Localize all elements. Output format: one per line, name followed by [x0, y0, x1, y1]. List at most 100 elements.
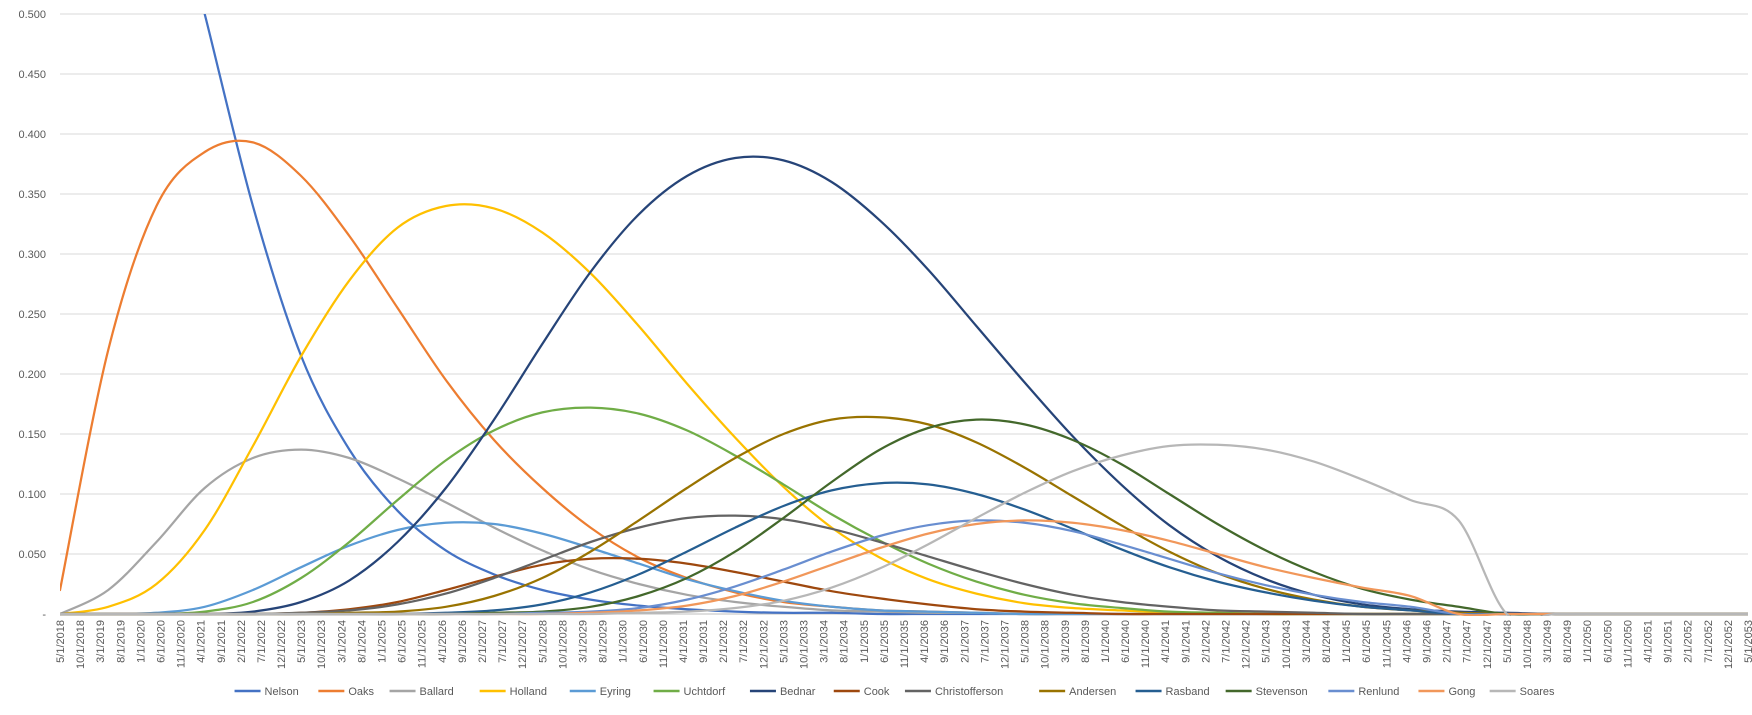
legend: Nelson Oaks Ballard Holland Eyring Uchtdorf Be…	[234, 686, 1555, 698]
x-tick-label: 11/1/2040	[1140, 620, 1152, 668]
x-tick-label: 1/1/2035	[859, 620, 871, 663]
legend-label: Gong	[1448, 686, 1475, 698]
x-tick-label: 3/1/2034	[819, 620, 831, 663]
x-tick-label: 4/1/2036	[919, 620, 931, 663]
x-tick-label: 5/1/2053	[1743, 620, 1752, 663]
x-tick-label: 6/1/2040	[1120, 620, 1132, 663]
legend-item-uchtdorf: Uchtdorf	[653, 686, 726, 698]
x-tick-label: 12/1/2052	[1723, 620, 1735, 669]
series-line-uchtdorf	[60, 406, 1748, 616]
legend-label: Christofferson	[935, 686, 1003, 698]
x-tick-label: 4/1/2031	[678, 620, 690, 663]
legend-item-holland: Holland	[479, 686, 547, 698]
y-axis-ticks: - 0.050 0.100 0.150 0.200 0.250 0.300 0.350 0.40…	[18, 9, 46, 621]
y-tick-label: 0.350	[18, 189, 46, 201]
x-tick-label: 12/1/2027	[517, 620, 529, 669]
legend-item-cook: Cook	[833, 686, 890, 698]
y-tick-label: 0.500	[18, 9, 46, 21]
x-tick-label: 10/1/2028	[557, 620, 569, 669]
legend-label: Holland	[510, 686, 547, 698]
legend-item-oaks: Oaks	[318, 686, 375, 698]
y-tick-label: 0.100	[18, 489, 46, 501]
legend-label: Rasband	[1166, 686, 1210, 698]
series-line-bednar	[60, 155, 1748, 616]
legend-item-stevenson: Stevenson	[1225, 686, 1308, 698]
legend-item-soares: Soares	[1489, 686, 1555, 698]
x-tick-label: 2/1/2022	[236, 620, 248, 663]
legend-item-andersen: Andersen	[1039, 686, 1116, 698]
x-tick-label: 3/1/2044	[1301, 620, 1313, 663]
x-tick-label: 8/1/2044	[1321, 620, 1333, 663]
x-tick-label: 4/1/2041	[1160, 620, 1172, 663]
x-tick-label: 9/1/2036	[939, 620, 951, 663]
x-tick-label: 11/1/2020	[176, 620, 188, 668]
x-tick-label: 5/1/2023	[296, 620, 308, 663]
x-tick-label: 10/1/2043	[1281, 620, 1293, 669]
x-tick-label: 5/1/2038	[1020, 620, 1032, 663]
x-tick-label: 1/1/2040	[1100, 620, 1112, 663]
series-lines	[60, 14, 1748, 616]
x-tick-label: 2/1/2027	[477, 620, 489, 663]
x-tick-label: 5/1/2048	[1502, 620, 1514, 663]
x-tick-label: 11/1/2025	[417, 620, 429, 668]
x-tick-label: 8/1/2029	[598, 620, 610, 663]
series-line-renlund	[60, 519, 1748, 616]
x-tick-label: 12/1/2022	[276, 620, 288, 669]
x-tick-label: 4/1/2046	[1401, 620, 1413, 663]
x-tick-label: 8/1/2039	[1080, 620, 1092, 663]
x-tick-label: 8/1/2024	[356, 620, 368, 663]
legend-item-nelson: Nelson	[234, 686, 299, 698]
x-tick-label: 7/1/2022	[256, 620, 268, 663]
x-tick-label: 3/1/2019	[95, 620, 107, 663]
y-tick-label: 0.150	[18, 429, 46, 441]
x-tick-label: 9/1/2046	[1421, 620, 1433, 663]
legend-label: Renlund	[1358, 686, 1399, 698]
x-tick-label: 11/1/2045	[1381, 620, 1393, 668]
legend-label: Eyring	[600, 686, 631, 698]
x-tick-label: 6/1/2035	[879, 620, 891, 663]
x-tick-label: 5/1/2033	[778, 620, 790, 663]
x-tick-label: 12/1/2047	[1482, 620, 1494, 669]
x-tick-label: 11/1/2035	[899, 620, 911, 668]
y-tick-label: -	[42, 609, 46, 621]
x-tick-label: 11/1/2050	[1622, 620, 1634, 668]
series-line-ballard	[60, 448, 1748, 616]
x-tick-label: 7/1/2052	[1703, 620, 1715, 663]
legend-label: Oaks	[348, 686, 374, 698]
x-tick-label: 8/1/2034	[839, 620, 851, 663]
gridlines	[60, 13, 1748, 615]
x-tick-label: 10/1/2018	[75, 620, 87, 669]
x-tick-label: 7/1/2047	[1462, 620, 1474, 663]
x-tick-label: 12/1/2042	[1241, 620, 1253, 669]
legend-item-bednar: Bednar	[749, 686, 816, 698]
x-tick-label: 9/1/2031	[698, 620, 710, 663]
series-line-cook	[60, 557, 1748, 616]
x-tick-label: 6/1/2045	[1361, 620, 1373, 663]
legend-item-gong: Gong	[1418, 686, 1475, 698]
x-tick-label: 7/1/2032	[738, 620, 750, 663]
y-tick-label: 0.200	[18, 369, 46, 381]
legend-label: Cook	[864, 686, 890, 698]
x-tick-label: 3/1/2049	[1542, 620, 1554, 663]
x-tick-label: 10/1/2038	[1040, 620, 1052, 669]
x-tick-label: 7/1/2037	[979, 620, 991, 663]
x-tick-label: 2/1/2042	[1200, 620, 1212, 663]
x-tick-label: 9/1/2051	[1663, 620, 1675, 663]
legend-label: Soares	[1520, 686, 1555, 698]
series-line-soares	[60, 443, 1748, 616]
x-tick-label: 3/1/2039	[1060, 620, 1072, 663]
x-tick-label: 10/1/2048	[1522, 620, 1534, 669]
x-tick-label: 1/1/2020	[135, 620, 147, 663]
legend-item-eyring: Eyring	[569, 686, 631, 698]
x-tick-label: 12/1/2032	[758, 620, 770, 669]
series-line-andersen	[60, 415, 1748, 616]
x-tick-label: 6/1/2030	[638, 620, 650, 663]
x-tick-label: 9/1/2026	[457, 620, 469, 663]
y-tick-label: 0.050	[18, 549, 46, 561]
legend-item-christofferson: Christofferson	[904, 686, 1003, 698]
x-tick-label: 4/1/2026	[437, 620, 449, 663]
x-tick-label: 6/1/2025	[397, 620, 409, 663]
x-tick-label: 1/1/2050	[1582, 620, 1594, 663]
series-line-stevenson	[60, 418, 1748, 616]
